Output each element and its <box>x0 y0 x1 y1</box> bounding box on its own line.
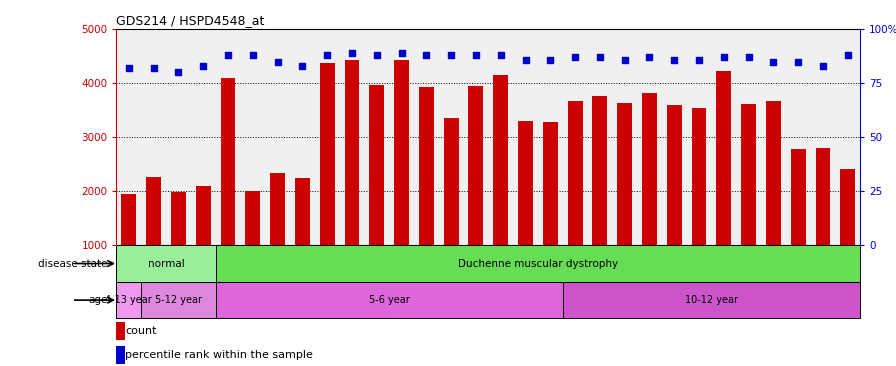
Point <box>296 63 310 69</box>
Bar <box>840 169 855 245</box>
Bar <box>171 192 185 245</box>
Point <box>519 57 533 63</box>
Bar <box>617 103 632 245</box>
Bar <box>592 96 607 245</box>
Point <box>220 52 235 58</box>
Point <box>692 57 706 63</box>
Bar <box>563 282 860 318</box>
Text: age: age <box>88 295 108 305</box>
Point <box>122 65 136 71</box>
Bar <box>667 105 682 245</box>
Bar <box>216 282 563 318</box>
Point <box>469 52 483 58</box>
Point <box>147 65 161 71</box>
Bar <box>246 191 260 245</box>
Bar <box>815 148 831 245</box>
Text: disease state: disease state <box>38 258 108 269</box>
Point <box>444 52 459 58</box>
Point <box>246 52 260 58</box>
Point <box>642 55 657 60</box>
Bar <box>394 60 409 245</box>
Point <box>766 59 780 64</box>
Point <box>791 59 806 64</box>
Point <box>171 70 185 75</box>
Text: 5-12 year: 5-12 year <box>155 295 202 305</box>
Text: count: count <box>125 326 157 336</box>
Bar <box>220 78 236 245</box>
Bar <box>369 85 384 245</box>
Point <box>320 52 334 58</box>
Point <box>568 55 582 60</box>
Bar <box>142 282 216 318</box>
Bar <box>271 173 285 245</box>
Point <box>271 59 285 64</box>
Point <box>840 52 855 58</box>
Bar <box>345 60 359 245</box>
Bar <box>717 71 731 245</box>
Point <box>419 52 434 58</box>
Bar <box>216 245 860 282</box>
Bar <box>741 104 756 245</box>
Bar <box>122 194 136 245</box>
Point <box>345 50 359 56</box>
Bar <box>320 63 334 245</box>
Bar <box>791 149 806 245</box>
Text: percentile rank within the sample: percentile rank within the sample <box>125 350 314 359</box>
Point <box>543 57 557 63</box>
Bar <box>642 93 657 245</box>
Text: 4-13 year: 4-13 year <box>106 295 152 305</box>
Point <box>494 52 508 58</box>
Bar <box>568 101 582 245</box>
Point <box>370 52 384 58</box>
Bar <box>116 322 125 340</box>
Bar <box>116 245 216 282</box>
Bar <box>146 177 161 245</box>
Bar <box>116 282 142 318</box>
Text: GDS214 / HSPD4548_at: GDS214 / HSPD4548_at <box>116 14 265 27</box>
Bar <box>692 108 706 245</box>
Bar <box>543 122 557 245</box>
Point <box>394 50 409 56</box>
Text: 5-6 year: 5-6 year <box>369 295 409 305</box>
Bar <box>419 87 434 245</box>
Point <box>816 63 831 69</box>
Bar <box>444 118 459 245</box>
Text: normal: normal <box>148 258 185 269</box>
Bar <box>518 120 533 245</box>
Bar <box>295 178 310 245</box>
Bar <box>494 75 508 245</box>
Bar <box>469 86 483 245</box>
Bar <box>196 186 211 245</box>
Point <box>617 57 632 63</box>
Point <box>717 55 731 60</box>
Point <box>742 55 756 60</box>
Bar <box>116 346 125 364</box>
Point <box>593 55 607 60</box>
Text: Duchenne muscular dystrophy: Duchenne muscular dystrophy <box>458 258 618 269</box>
Bar <box>766 101 780 245</box>
Point <box>668 57 682 63</box>
Point <box>196 63 211 69</box>
Text: 10-12 year: 10-12 year <box>685 295 738 305</box>
